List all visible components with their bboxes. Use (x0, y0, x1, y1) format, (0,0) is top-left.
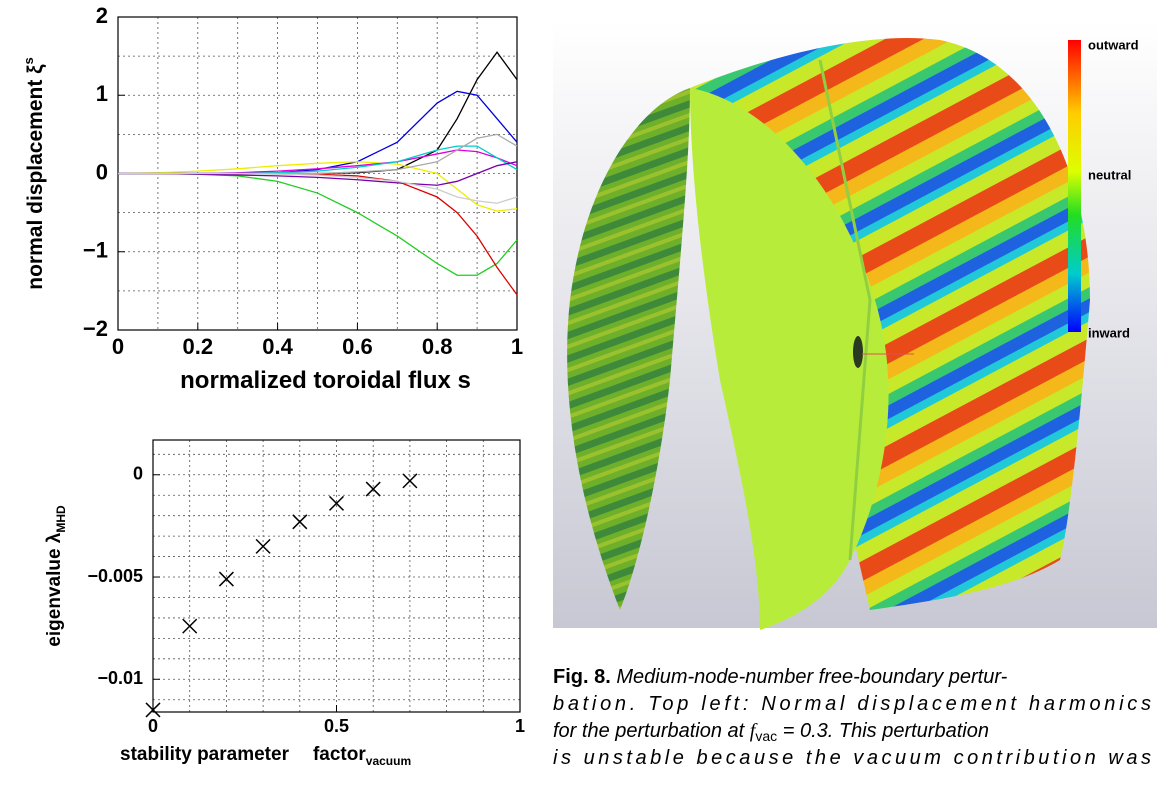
y-tick-label: 1 (96, 81, 108, 106)
x-tick-label: 1 (511, 334, 523, 359)
x-marker (366, 482, 380, 496)
colorbar-label: inward (1088, 325, 1130, 340)
y-axis-label-sub: MHD (54, 505, 68, 533)
plot: 0 0.2 0.4 0.6 0.8 1 −2 −1 0 1 2 normalized toroidal… (21, 3, 523, 394)
x-axis-label-text: factor (313, 744, 366, 765)
y-axis-label-text: eigenvalue λ (44, 532, 65, 646)
x-tick-label: 0 (148, 716, 158, 736)
caption-line: is unstable because the vacuum contribut… (553, 747, 1151, 769)
caption-label: Fig. 8. (553, 666, 611, 688)
plot: 0 0.5 1 −0.01 −0.005 0 stability parameter fact… (44, 440, 525, 768)
caption-text: Medium-node-number free-boundary pertur- (616, 666, 1007, 688)
x-marker (219, 572, 233, 586)
y-tick-label: 0 (133, 464, 143, 484)
y-tick-label: −2 (83, 316, 108, 341)
x-tick-label: 0.5 (324, 716, 349, 736)
caption-subscript: vac (755, 728, 777, 744)
figure: outward neutral inward Fig. 8. Medium-no… (0, 0, 1157, 781)
x-tick-label: 0.2 (183, 334, 214, 359)
y-tick-label: 2 (96, 3, 108, 28)
caption-line: bation. Top left: Normal displacement ha… (553, 693, 1151, 715)
y-tick-label: 0 (96, 159, 108, 184)
caption-line: for the perturbation at fvac = 0.3. This… (553, 720, 989, 744)
y-axis-label-text: normal displacement ξ (24, 64, 47, 290)
y-tick-label: −0.005 (87, 566, 143, 586)
y-axis-label: eigenvalue λMHD (44, 505, 68, 647)
y-axis-label-sup: s (21, 57, 36, 64)
caption-text: = 0.3. This perturbation (777, 720, 989, 742)
caption-line: Fig. 8. Medium-node-number free-boundary… (553, 666, 1008, 688)
y-tick-label: −1 (83, 238, 108, 263)
caption: Fig. 8. Medium-node-number free-boundary… (553, 666, 1151, 769)
x-tick-label: 1 (515, 716, 525, 736)
x-axis-label-sub: vacuum (366, 754, 411, 768)
y-tick-label: −0.01 (97, 668, 143, 688)
x-tick-label: 0.4 (262, 334, 293, 359)
y-axis-label: normal displacement ξs (21, 57, 47, 289)
x-tick-label: 0.8 (422, 334, 453, 359)
colorbar-label: outward (1088, 37, 1139, 52)
x-marker (330, 496, 344, 510)
colorbar-label: neutral (1088, 167, 1131, 182)
x-axis-label: normalized toroidal flux s (180, 367, 471, 394)
x-axis-label-text: stability parameter (120, 744, 290, 765)
x-tick-label: 0.6 (342, 334, 373, 359)
colorbar (1068, 40, 1081, 332)
magnetic-axis (853, 336, 863, 368)
x-axis-label: stability parameter factorvacuum (120, 744, 411, 768)
render-3d: outward neutral inward (553, 20, 1157, 630)
caption-text: for the perturbation at (553, 720, 750, 742)
x-tick-label: 0 (112, 334, 124, 359)
harmonic-line (118, 174, 517, 295)
